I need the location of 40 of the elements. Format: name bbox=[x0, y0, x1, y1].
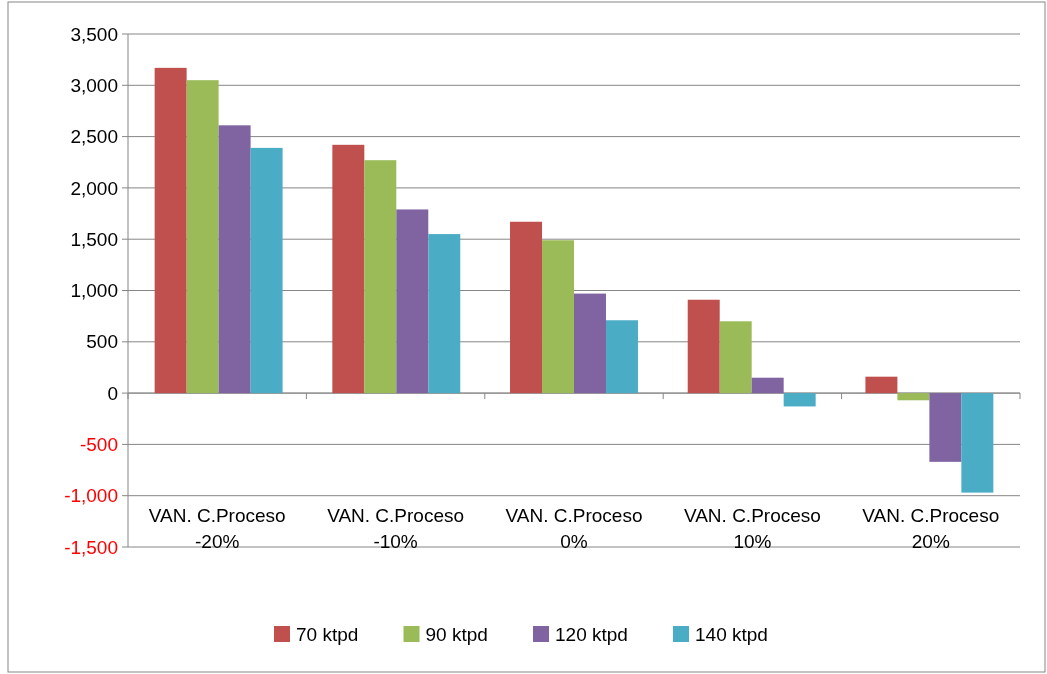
bar bbox=[154, 67, 187, 394]
x-tick-label: VAN. C.Proceso 10% bbox=[683, 505, 821, 552]
bar bbox=[865, 376, 898, 394]
bar bbox=[605, 320, 638, 394]
bar bbox=[897, 393, 930, 401]
bar bbox=[783, 393, 816, 407]
bar bbox=[510, 221, 543, 394]
x-tick-label: VAN. C.Proceso -10% bbox=[327, 505, 465, 552]
legend-label: 120 ktpd bbox=[555, 623, 628, 645]
x-tick-label: VAN. C.Proceso 20% bbox=[862, 505, 1000, 552]
legend-label: 140 ktpd bbox=[695, 623, 768, 645]
y-tick-label: 500 bbox=[86, 331, 118, 353]
bar bbox=[929, 393, 962, 462]
x-tick-label: VAN. C.Proceso -20% bbox=[148, 505, 286, 552]
y-tick-label: 0 bbox=[107, 382, 118, 404]
bar bbox=[542, 240, 574, 394]
bar bbox=[250, 147, 283, 394]
y-tick-label: -1,500 bbox=[64, 536, 118, 558]
y-tick-label: 1,000 bbox=[70, 280, 118, 302]
y-tick-label: 3,500 bbox=[70, 23, 118, 45]
y-tick-label: 3,000 bbox=[70, 74, 118, 96]
bar bbox=[186, 80, 219, 394]
bar bbox=[332, 144, 365, 394]
bar bbox=[428, 234, 461, 394]
bar bbox=[218, 125, 251, 394]
y-tick-label: 2,000 bbox=[70, 177, 118, 199]
bar bbox=[719, 321, 752, 394]
x-tick-label: VAN. C.Proceso 0% bbox=[505, 505, 643, 552]
y-tick-label: -500 bbox=[79, 434, 118, 456]
bar bbox=[396, 209, 429, 394]
bar bbox=[364, 160, 397, 394]
legend-label: 90 ktpd bbox=[425, 623, 488, 645]
y-tick-label: -1,000 bbox=[64, 485, 118, 507]
y-tick-label: 1,500 bbox=[70, 228, 118, 250]
legend-label: 70 ktpd bbox=[296, 623, 359, 645]
bar bbox=[574, 293, 606, 394]
bar bbox=[751, 377, 784, 394]
bar bbox=[961, 393, 994, 493]
y-tick-label: 2,500 bbox=[70, 126, 118, 148]
bar bbox=[687, 299, 720, 394]
